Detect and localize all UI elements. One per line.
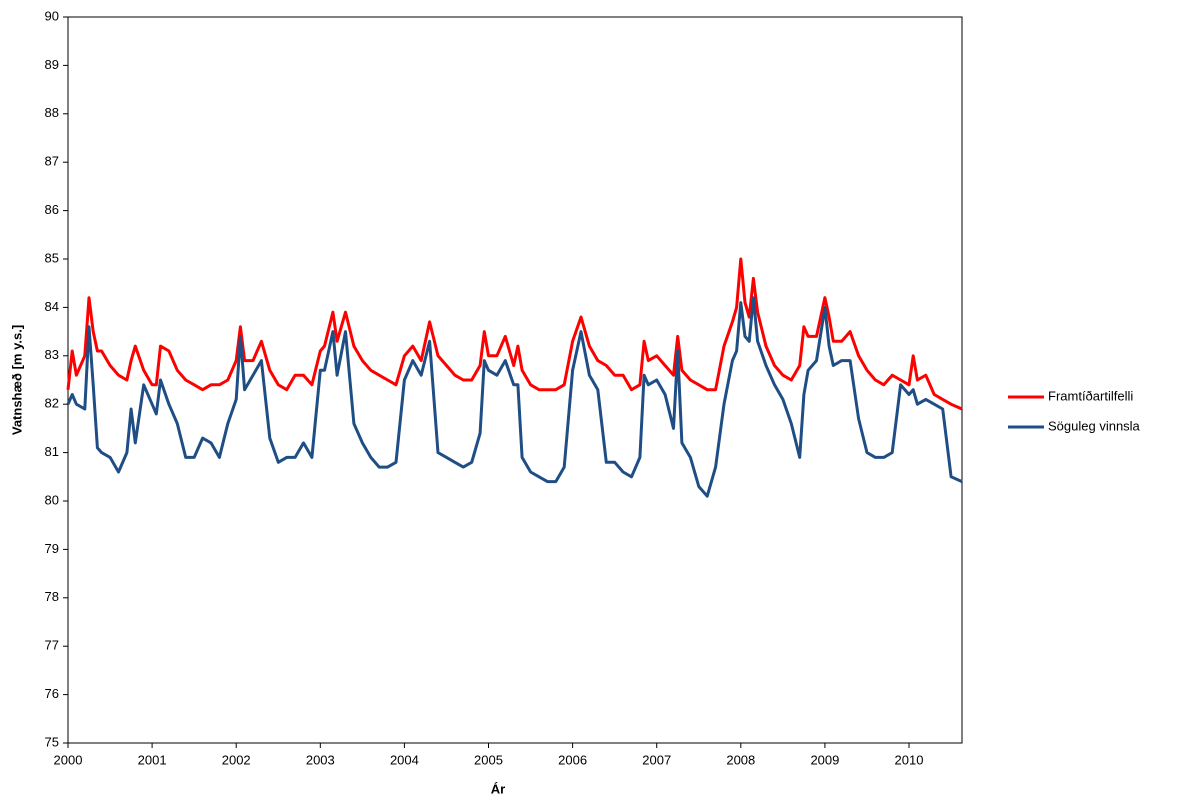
y-tick-label: 82 <box>45 396 59 411</box>
y-tick-label: 76 <box>45 686 59 701</box>
y-tick-label: 86 <box>45 202 59 217</box>
x-tick-label: 2006 <box>558 752 587 767</box>
y-tick-label: 78 <box>45 589 59 604</box>
y-tick-label: 80 <box>45 492 59 507</box>
x-tick-label: 2009 <box>810 752 839 767</box>
x-tick-label: 2010 <box>895 752 924 767</box>
y-tick-label: 90 <box>45 8 59 23</box>
x-tick-label: 2002 <box>222 752 251 767</box>
y-tick-label: 75 <box>45 734 59 749</box>
x-tick-label: 2005 <box>474 752 503 767</box>
x-tick-label: 2001 <box>138 752 167 767</box>
y-tick-label: 89 <box>45 57 59 72</box>
legend-label: Framtíðartilfelli <box>1048 388 1133 403</box>
x-tick-label: 2000 <box>54 752 83 767</box>
y-tick-label: 81 <box>45 444 59 459</box>
x-tick-label: 2004 <box>390 752 419 767</box>
series-line <box>66 296 963 498</box>
y-tick-label: 87 <box>45 154 59 169</box>
y-tick-label: 85 <box>45 250 59 265</box>
y-tick-label: 84 <box>45 299 59 314</box>
x-axis-label: Ár <box>491 781 505 796</box>
y-axis-label: Vatnshæð [m y.s.] <box>9 325 24 435</box>
x-tick-label: 2008 <box>726 752 755 767</box>
y-tick-label: 79 <box>45 541 59 556</box>
series-line <box>66 257 963 411</box>
plot-area <box>67 16 963 744</box>
legend-label: Söguleg vinnsla <box>1048 418 1141 433</box>
y-tick-label: 77 <box>45 638 59 653</box>
x-tick-label: 2007 <box>642 752 671 767</box>
y-tick-label: 83 <box>45 347 59 362</box>
y-tick-label: 88 <box>45 105 59 120</box>
x-tick-label: 2003 <box>306 752 335 767</box>
